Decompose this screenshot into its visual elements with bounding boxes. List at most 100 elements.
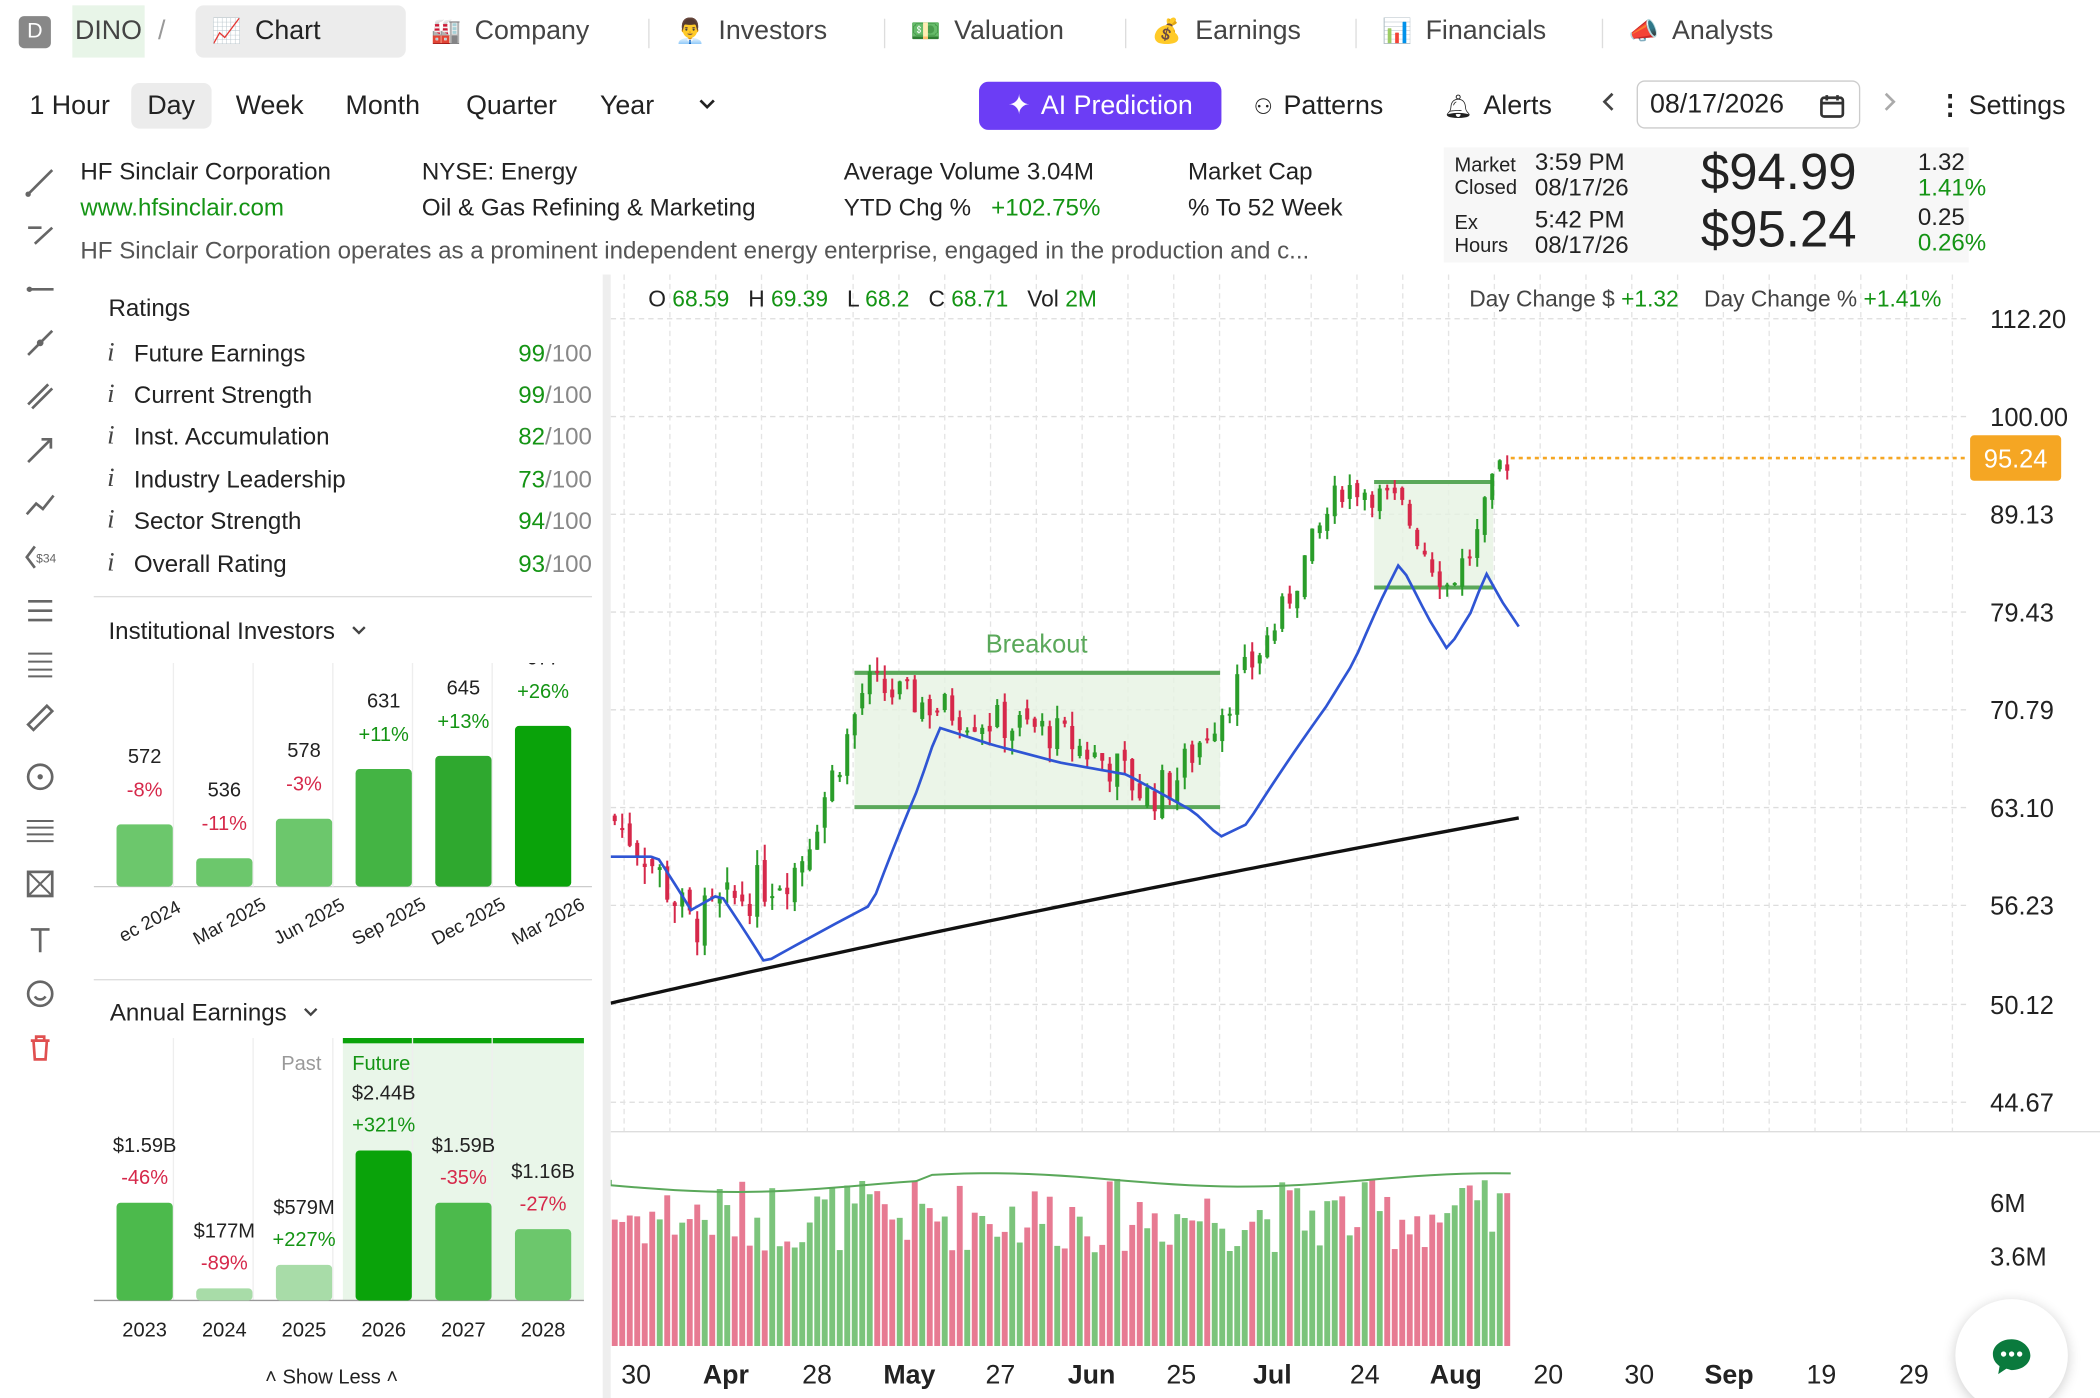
institutional-bar[interactable] <box>196 858 253 887</box>
info-icon: i <box>107 337 115 367</box>
volume-bar <box>1346 1235 1353 1346</box>
volume-bar <box>814 1196 821 1346</box>
candle-body <box>785 887 790 895</box>
candle-body <box>1280 596 1285 629</box>
date-prev-button[interactable] <box>1596 83 1620 129</box>
fib-retracement-tool-icon[interactable] <box>24 595 56 627</box>
tab-valuation[interactable]: 💵 Valuation <box>911 5 1064 57</box>
show-less-button[interactable]: ˄ Show Less ˄ <box>265 1366 399 1389</box>
timeframe-day[interactable]: Day <box>131 83 212 129</box>
timeframe-year[interactable]: Year <box>600 91 655 121</box>
volume-bar <box>791 1247 798 1346</box>
tab-investors[interactable]: 👨‍💼 Investors <box>675 5 827 57</box>
ai-prediction-button[interactable]: ✦ AI Prediction <box>979 81 1222 130</box>
earnings-bar[interactable] <box>514 1229 572 1301</box>
timeframe-quarter[interactable]: Quarter <box>466 91 557 121</box>
rating-label: Current Strength <box>133 381 313 409</box>
trash-icon[interactable] <box>24 1031 56 1063</box>
price-chart[interactable]: 125.89112.20100.0089.1379.4370.7963.1056… <box>610 274 2100 1398</box>
segment-tool-icon[interactable] <box>24 327 56 359</box>
volume-axis-label: 6M <box>1990 1190 2025 1218</box>
patterns-button[interactable]: ⚇ Patterns <box>1254 83 1384 129</box>
time-axis-label: May <box>883 1359 935 1389</box>
candle-body <box>1092 752 1097 757</box>
price-axis-label: 89.13 <box>1990 502 2054 530</box>
tab-company[interactable]: 🏭 Company <box>431 5 589 57</box>
earnings-bar[interactable] <box>435 1202 492 1301</box>
rating-row[interactable]: i Industry Leadership 73/100 <box>107 463 592 501</box>
polyline-tool-icon[interactable] <box>24 488 56 520</box>
rating-row[interactable]: i Current Strength 99/100 <box>107 379 592 417</box>
last-price-label: 95.24 <box>1984 445 2048 473</box>
last-price-tag <box>1970 435 2062 481</box>
earnings-title-text: Annual Earnings <box>109 999 287 1026</box>
ruler-tool-icon[interactable] <box>24 702 56 734</box>
volume-bar <box>956 1185 963 1346</box>
day-change-pct-label: Day Change % <box>1704 286 1858 313</box>
volume-bar <box>971 1212 978 1346</box>
chat-button[interactable] <box>1955 1299 2068 1398</box>
company-description: HF Sinclair Corporation operates as a pr… <box>80 237 1310 264</box>
earnings-bar[interactable] <box>355 1150 412 1301</box>
date-picker[interactable]: 08/17/2026 <box>1636 80 1861 129</box>
institutional-title[interactable]: Institutional Investors <box>108 617 368 645</box>
company-url[interactable]: www.hfsinclair.com <box>80 194 284 221</box>
volume-bar <box>926 1208 933 1346</box>
company-name: HF Sinclair Corporation <box>80 158 331 185</box>
volume-bar <box>1031 1191 1038 1346</box>
trendline-tool-icon[interactable] <box>24 166 56 198</box>
rating-row[interactable]: i Future Earnings 99/100 <box>107 338 592 376</box>
channel-tool-icon[interactable] <box>24 380 56 412</box>
alerts-button[interactable]: 🔔︎ Alerts <box>1444 83 1552 129</box>
nav-divider <box>648 18 650 49</box>
volume-bar <box>739 1181 746 1346</box>
arrow-tool-icon[interactable] <box>24 434 56 466</box>
volume-bar <box>1489 1231 1496 1346</box>
tab-financials[interactable]: 📊 Financials <box>1382 5 1546 57</box>
earnings-title[interactable]: Annual Earnings <box>110 999 320 1027</box>
volume-bar <box>746 1245 753 1346</box>
tab-analysts[interactable]: 📣 Analysts <box>1629 5 1774 57</box>
institutional-bar[interactable] <box>355 769 412 887</box>
volume-bar <box>1001 1231 1008 1346</box>
rating-row[interactable]: i Sector Strength 94/100 <box>107 505 592 543</box>
earnings-bar-change: -27% <box>520 1193 567 1215</box>
candle-body <box>830 770 835 801</box>
institutional-bar[interactable] <box>275 818 333 887</box>
text-tool-icon[interactable] <box>24 924 56 956</box>
tab-chart[interactable]: 📈 Chart <box>195 5 406 58</box>
candle-body <box>1482 497 1487 535</box>
date-next-button[interactable] <box>1878 83 1902 129</box>
price-axis-label: 56.23 <box>1990 893 2054 921</box>
settings-button[interactable]: ⋮ Settings <box>1937 83 2066 129</box>
rating-row[interactable]: i Inst. Accumulation 82/100 <box>107 421 592 459</box>
volume-bar <box>1264 1219 1271 1346</box>
lines-menu-icon[interactable] <box>24 814 56 846</box>
horizontal-line-tool-icon[interactable] <box>24 273 56 305</box>
institutional-bar[interactable] <box>514 725 572 887</box>
earnings-bar[interactable] <box>196 1288 253 1301</box>
emoji-tool-icon[interactable] <box>24 978 56 1010</box>
circle-tool-icon[interactable] <box>24 761 56 793</box>
timeframe-week[interactable]: Week <box>235 91 304 121</box>
ray-tool-icon[interactable] <box>24 220 56 252</box>
earnings-bar[interactable] <box>275 1264 333 1301</box>
institutional-bar[interactable] <box>435 755 492 887</box>
timeframe-more-button[interactable] <box>680 83 734 129</box>
shapes-tool-icon[interactable] <box>24 868 56 900</box>
ticker-symbol[interactable]: D DINO <box>18 5 145 58</box>
candle-body <box>1055 718 1060 750</box>
fib-extension-tool-icon[interactable] <box>24 648 56 680</box>
rating-row[interactable]: i Overall Rating 93/100 <box>107 548 592 586</box>
panel-resize-handle[interactable] <box>602 274 611 1398</box>
timeframe-1hour[interactable]: 1 Hour <box>29 91 110 121</box>
earnings-bar[interactable] <box>116 1202 173 1301</box>
timeframe-month[interactable]: Month <box>345 91 420 121</box>
candle-body <box>1062 720 1067 724</box>
volume-bar <box>731 1236 738 1346</box>
tab-earnings[interactable]: 💰 Earnings <box>1152 5 1301 57</box>
institutional-bar[interactable] <box>116 824 173 887</box>
ratings-title: Ratings <box>108 294 191 322</box>
price-label-tool-icon[interactable]: $34 <box>24 541 56 573</box>
candle-body <box>935 710 940 713</box>
